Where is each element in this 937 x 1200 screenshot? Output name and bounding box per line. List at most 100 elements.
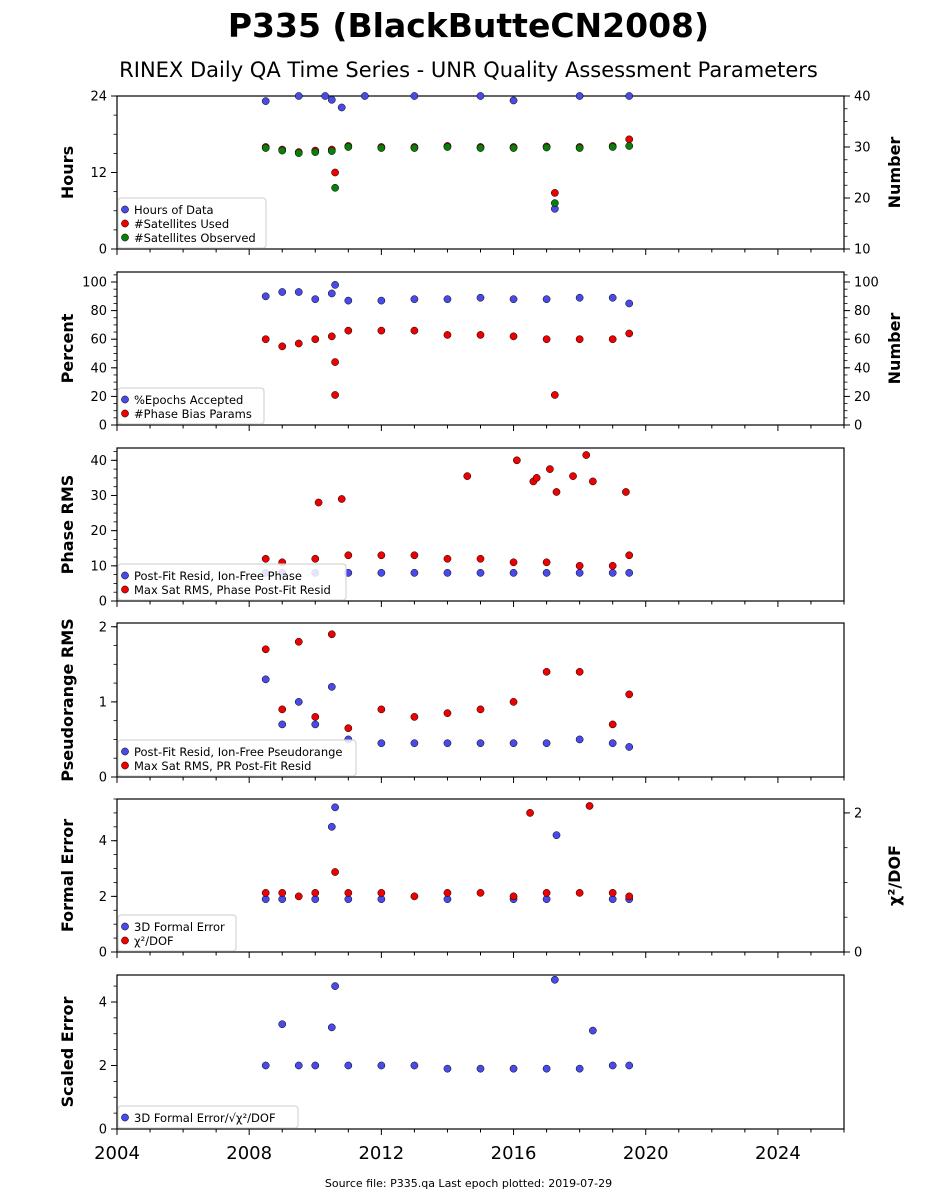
data-point	[509, 1064, 518, 1073]
y-right-axis-label: Number	[885, 313, 904, 385]
series-1	[261, 803, 634, 903]
y-right-tick-label: 10	[854, 243, 871, 258]
y-tick-label: 4	[99, 834, 107, 849]
data-point	[410, 892, 419, 901]
data-point	[410, 569, 419, 577]
legend-entry: 3D Formal Error	[134, 920, 225, 934]
data-point	[551, 199, 559, 207]
data-point	[542, 335, 551, 344]
data-point	[278, 342, 287, 351]
data-point	[622, 488, 630, 496]
data-point	[625, 142, 634, 150]
x-tick-label: 2024	[755, 1143, 801, 1164]
data-point	[278, 889, 287, 897]
data-point	[331, 281, 339, 289]
data-point	[331, 358, 339, 366]
data-point	[410, 144, 419, 152]
y-tick-label: 0	[99, 595, 107, 610]
data-point	[625, 299, 634, 308]
data-point	[443, 709, 452, 717]
data-point	[443, 889, 452, 897]
data-point	[608, 1061, 617, 1070]
data-point	[261, 292, 270, 301]
y-tick-label: 2	[99, 1059, 107, 1074]
data-point	[377, 569, 386, 577]
data-point	[608, 335, 617, 344]
legend-entry: Max Sat RMS, Phase Post-Fit Resid	[134, 583, 331, 597]
series-2	[261, 802, 634, 901]
y-tick-label: 0	[99, 419, 107, 434]
legend-entry: Post-Fit Resid, Ion-Free Pseudorange	[134, 745, 342, 759]
legend: Post-Fit Resid, Ion-Free PseudorangeMax …	[117, 739, 357, 777]
data-point	[344, 326, 353, 335]
data-point	[575, 569, 584, 577]
data-point	[476, 293, 485, 302]
data-point	[278, 1020, 287, 1029]
y-tick-label: 40	[90, 361, 107, 376]
y-tick-label: 4	[99, 995, 107, 1010]
legend: %Epochs Accepted#Phase Bias Params	[117, 387, 265, 425]
panel-6: 0 2 4 Scaled Error 3D Formal Error/√χ²/DOF 20…	[58, 974, 845, 1164]
data-point	[476, 331, 485, 339]
legend-entry: Post-Fit Resid, Ion-Free Phase	[134, 569, 302, 583]
y-right-tick-label: 0	[854, 946, 862, 961]
data-point	[294, 149, 303, 157]
data-point	[608, 720, 617, 729]
data-point	[625, 569, 634, 577]
data-point	[311, 295, 320, 304]
data-point	[542, 143, 551, 152]
data-point	[546, 465, 554, 473]
data-point	[551, 391, 559, 399]
legend-entry: #Satellites Used	[134, 217, 229, 231]
legend-marker	[121, 571, 129, 580]
data-point	[542, 1064, 551, 1073]
data-point	[575, 889, 584, 897]
data-point	[294, 637, 303, 646]
legend-entry: #Satellites Observed	[134, 231, 256, 245]
data-point	[608, 739, 617, 748]
data-point	[625, 1061, 634, 1070]
y-axis-label: Hours	[58, 146, 77, 199]
data-point	[575, 92, 584, 100]
data-point	[569, 472, 577, 480]
data-point	[476, 1064, 485, 1073]
data-point	[463, 472, 472, 480]
data-point	[278, 705, 287, 714]
panel-4: 0 1 2 Pseudorange RMS Post-Fit Resid, Ion-Fr…	[58, 618, 845, 786]
data-point	[327, 1023, 336, 1032]
series-2	[261, 326, 634, 399]
data-point	[327, 95, 336, 104]
y-right-tick-label: 80	[854, 304, 871, 319]
data-point	[337, 495, 346, 503]
data-point	[542, 295, 551, 304]
data-point	[327, 332, 336, 341]
legend-entry: 3D Formal Error/√χ²/DOF	[134, 1111, 276, 1125]
legend-entry: Max Sat RMS, PR Post-Fit Resid	[134, 759, 311, 773]
data-point	[575, 293, 584, 302]
data-point	[278, 288, 287, 296]
panel-3: 0 10 20 30 40 Phase RMS Post-Fit Resid, Ion-Fr…	[58, 447, 845, 610]
data-point	[575, 144, 584, 152]
data-point	[261, 554, 270, 563]
y-tick-label: 0	[99, 946, 107, 961]
data-point	[344, 724, 353, 733]
legend-marker	[121, 585, 129, 594]
data-point	[321, 92, 330, 100]
data-point	[575, 335, 584, 344]
data-point	[608, 569, 617, 577]
data-point	[311, 720, 320, 729]
data-point	[625, 135, 634, 144]
data-point	[608, 889, 617, 897]
data-point	[294, 892, 303, 901]
y-tick-label: 0	[99, 243, 107, 258]
data-point	[261, 675, 270, 684]
data-point	[509, 698, 518, 706]
x-tick-label: 2004	[94, 1143, 140, 1164]
data-point	[327, 289, 336, 298]
series-1	[261, 675, 634, 751]
data-point	[344, 143, 353, 151]
y-tick-label: 12	[90, 166, 107, 181]
data-point	[532, 474, 541, 482]
